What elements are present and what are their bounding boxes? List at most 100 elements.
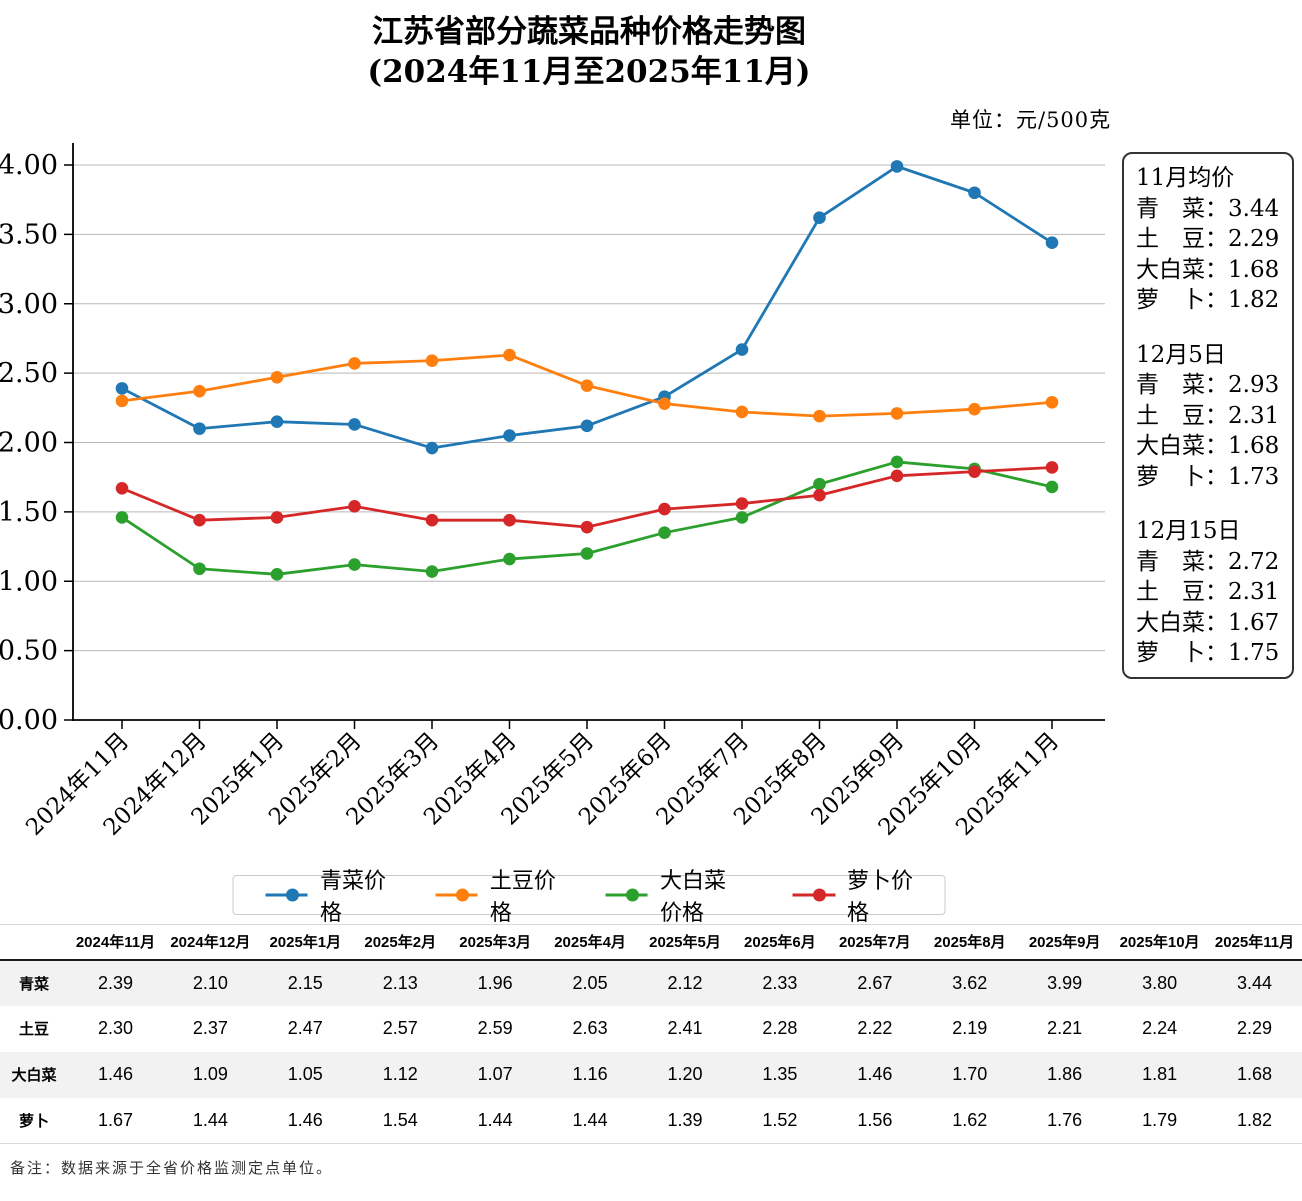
table-cell: 1.52: [762, 1109, 798, 1130]
table-cell: 3.44: [1237, 972, 1273, 993]
table-row: 土豆 2.30 2.37 2.47 2.57 2.59 2.63 2.41 2.28 2.22 2.…: [0, 1006, 1302, 1052]
data-point: [270, 511, 284, 524]
footnote: 备注：数据来源于全省价格监测定点单位。: [10, 1159, 334, 1177]
data-point: [735, 405, 749, 419]
table-cell: 3.80: [1142, 972, 1178, 993]
table-cell: 2.19: [952, 1018, 988, 1038]
legend-label: 青菜价格: [319, 869, 386, 926]
table-cell: 2.41: [667, 1018, 703, 1038]
table-cell: 1.35: [762, 1064, 798, 1084]
table-row: 萝卜 1.67 1.44 1.46 1.54 1.44 1.44 1.39 1.52 1.56 1.…: [0, 1098, 1302, 1144]
table-cell: 1.54: [382, 1109, 418, 1130]
series-line: [121, 466, 1053, 529]
data-point: [580, 520, 594, 534]
legend-item: 大白菜价格: [603, 863, 744, 927]
table-cell: 2.63: [572, 1018, 608, 1038]
data-point: [348, 558, 361, 571]
legend-label: 萝卜价格: [847, 869, 914, 926]
info-line: 土 豆：2.31: [1136, 579, 1280, 605]
data-point: [658, 502, 671, 516]
data-point: [813, 488, 826, 502]
table-column-header: 2024年11月: [68, 924, 163, 961]
y-tick-label: 1.50: [0, 497, 58, 528]
legend-item: 土豆价格: [433, 863, 557, 927]
data-point: [1045, 236, 1059, 249]
table-cell: 3.62: [952, 972, 988, 993]
data-point: [1045, 480, 1059, 494]
legend-label: 大白菜价格: [659, 869, 726, 926]
info-section-heading: 12月5日: [1136, 341, 1226, 368]
info-section-heading: 11月均价: [1136, 165, 1235, 191]
info-line: 青 菜：3.44: [1136, 195, 1280, 222]
legend-label: 土豆价格: [489, 869, 556, 926]
data-point: [503, 513, 516, 527]
data-point: [115, 394, 129, 408]
unit-label: 单位：元/500克: [950, 108, 1112, 132]
data-point: [735, 497, 749, 510]
table-row: 青菜 2.39 2.10 2.15 2.13 1.96 2.05 2.12 2.33 2.67 3.…: [0, 959, 1302, 1006]
data-point: [735, 511, 749, 524]
data-point: [348, 500, 361, 513]
table-column-header: 2025年11月: [1207, 924, 1302, 961]
table-cell: 2.15: [287, 972, 323, 993]
y-tick-label: 0.50: [0, 636, 58, 667]
data-point: [890, 455, 904, 469]
table-cell: 2.21: [1047, 1018, 1083, 1038]
data-point: [270, 415, 284, 428]
y-tick-label: 2.50: [0, 358, 58, 389]
legend-item: 萝卜价格: [791, 863, 915, 927]
data-point: [735, 343, 749, 356]
data-point: [270, 370, 284, 384]
data-point: [813, 211, 826, 225]
table-cell: 1.09: [192, 1064, 228, 1084]
series-line: [121, 164, 1053, 450]
table-column-header: 2025年4月: [542, 924, 638, 961]
data-point: [348, 418, 361, 431]
data-point: [425, 354, 439, 367]
data-point: [425, 513, 439, 527]
data-point: [115, 481, 129, 495]
y-tick-label: 1.00: [0, 566, 58, 597]
table-column-header: 2025年5月: [637, 924, 733, 961]
table-column-header: 2025年10月: [1112, 924, 1208, 961]
y-tick-label: 0.00: [0, 705, 58, 736]
table-cell: 2.39: [97, 972, 133, 993]
info-line: 大白菜：1.68: [1136, 433, 1280, 459]
table-cell: 2.33: [762, 972, 798, 993]
table-cell: 1.46: [97, 1064, 133, 1084]
data-point: [968, 186, 981, 200]
info-line: 萝 卜：1.73: [1136, 463, 1280, 490]
y-tick-label: 3.50: [0, 219, 58, 250]
info-section-heading: 12月15日: [1136, 518, 1241, 544]
table-cell: 1.07: [477, 1064, 513, 1084]
data-point: [968, 465, 981, 478]
y-tick-label: 4.00: [0, 150, 58, 181]
info-line: 青 菜：2.72: [1136, 548, 1280, 575]
table-cell: 1.76: [1047, 1109, 1083, 1130]
table-header-row: 2024年11月 2024年12月 2025年1月 2025年2月 2025年3月 202…: [0, 924, 1302, 961]
table-cell: 2.05: [572, 972, 608, 993]
table-cell: 1.39: [667, 1109, 703, 1130]
table-cell: 1.46: [287, 1109, 323, 1130]
price-info-box: 11月均价青 菜：3.44 土 豆：2.29 大白菜：1.68 萝 卜：1.82 12月…: [1122, 152, 1294, 679]
table-cell: 2.47: [287, 1018, 323, 1038]
table-row: 大白菜 1.46 1.09 1.05 1.12 1.07 1.16 1.20 1.35 1.46 1…: [0, 1051, 1302, 1098]
table-cell: 2.28: [762, 1018, 798, 1038]
table-cell: 1.12: [382, 1064, 418, 1084]
data-point: [580, 547, 594, 560]
data-point: [115, 511, 129, 524]
legend-marker-icon: [435, 888, 478, 902]
table-corner-cell: [0, 924, 68, 961]
data-point: [503, 348, 516, 362]
data-point: [193, 384, 206, 398]
table-cell: 1.62: [952, 1109, 988, 1130]
table-cell: 2.22: [857, 1018, 893, 1038]
table-row-label: 大白菜: [11, 1067, 57, 1084]
info-line: 土 豆：2.31: [1136, 402, 1280, 429]
chart-title-line2: (2024年11月至2025年11月): [367, 54, 811, 90]
data-point: [658, 397, 671, 410]
info-section: 12月15日青 菜：2.72 土 豆：2.31 大白菜：1.67 萝 卜：1.75: [1136, 516, 1286, 669]
data-point: [1045, 395, 1059, 409]
price-chart: 0.000.501.001.502.002.503.003.504.002024…: [0, 143, 1105, 841]
